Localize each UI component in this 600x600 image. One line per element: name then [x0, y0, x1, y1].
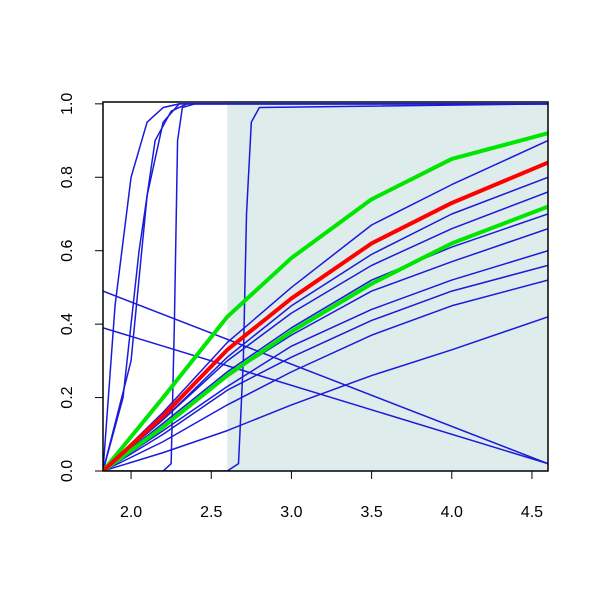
y-tick-label: 0.2 — [59, 386, 76, 408]
y-tick-label: 1.0 — [59, 93, 76, 115]
x-tick-label: 3.0 — [280, 504, 302, 521]
y-tick-label: 0.6 — [59, 239, 76, 261]
curve — [103, 103, 548, 471]
curve — [103, 279, 548, 471]
curve — [103, 249, 548, 471]
y-tick-label: 0.8 — [59, 166, 76, 188]
y-tick-label: 0.0 — [59, 460, 76, 482]
curve — [103, 160, 548, 471]
x-tick-label: 2.0 — [120, 504, 142, 521]
curve — [103, 191, 548, 471]
x-tick-label: 3.5 — [360, 504, 382, 521]
plot-frame — [102, 101, 549, 472]
curve — [103, 204, 548, 471]
x-tick-label: 2.5 — [200, 504, 222, 521]
curve — [103, 290, 548, 465]
curve — [103, 131, 548, 471]
curve — [103, 327, 548, 465]
curve — [103, 139, 548, 471]
curve — [103, 316, 548, 471]
curve — [162, 103, 548, 471]
curve — [103, 264, 548, 471]
y-tick-label: 0.4 — [59, 313, 76, 335]
shade-region — [227, 102, 548, 471]
series-group — [103, 103, 548, 471]
curve — [103, 213, 548, 471]
x-tick-label: 4.5 — [521, 504, 543, 521]
x-tick-label: 4.0 — [441, 504, 463, 521]
